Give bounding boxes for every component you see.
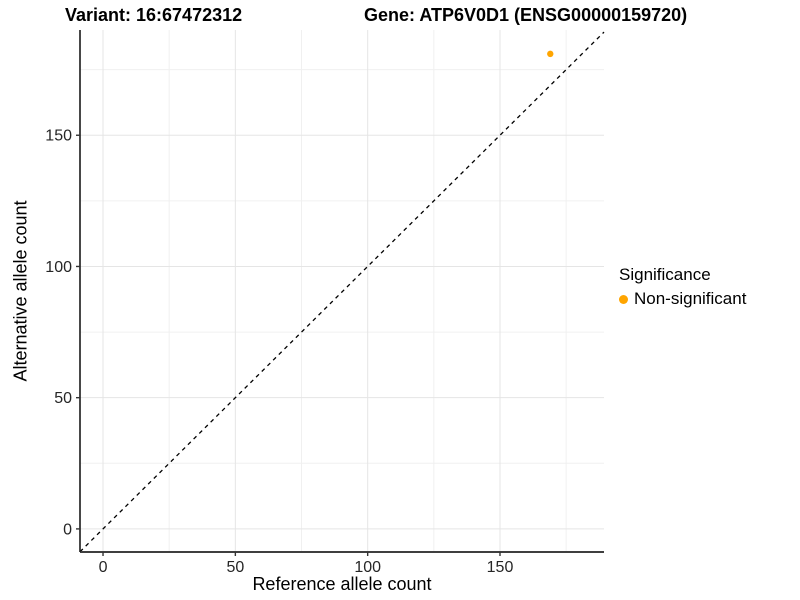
legend-item: Non-significant xyxy=(619,289,746,309)
legend-item-label: Non-significant xyxy=(634,289,747,308)
x-tick-label: 0 xyxy=(99,559,108,576)
y-tick-label: 100 xyxy=(45,259,72,276)
variant-title: Variant: 16:67472312 xyxy=(65,5,243,25)
legend-point-icon xyxy=(619,294,628,304)
identity-line xyxy=(79,31,605,553)
legend: Significance Non-significant xyxy=(619,265,746,309)
x-axis-title: Reference allele count xyxy=(252,574,432,594)
y-tick-label: 150 xyxy=(45,128,72,145)
legend-title: Significance xyxy=(619,265,711,284)
x-tick-label: 100 xyxy=(354,559,381,576)
y-tick-label: 50 xyxy=(54,390,72,407)
x-tick-label: 150 xyxy=(487,559,514,576)
x-tick-label: 50 xyxy=(226,559,244,576)
legend-items: Non-significant xyxy=(619,289,746,309)
y-tick-label: 0 xyxy=(63,521,72,538)
gene-title: Gene: ATP6V0D1 (ENSG00000159720) xyxy=(364,5,688,25)
y-axis-title: Alternative allele count xyxy=(10,200,31,382)
data-point xyxy=(547,50,554,58)
